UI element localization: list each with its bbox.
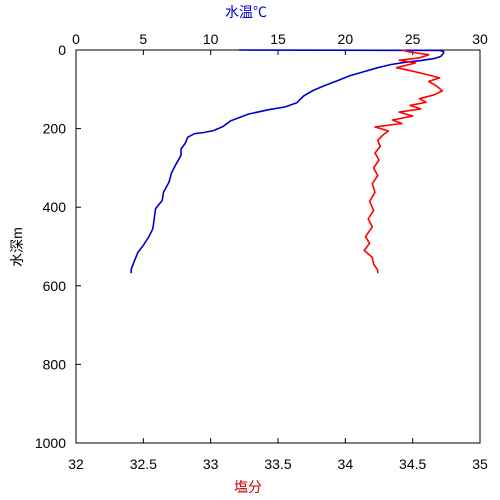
left-tick-label: 200 — [43, 121, 67, 137]
left-tick-label: 0 — [58, 42, 66, 58]
top-tick-label: 15 — [270, 31, 286, 47]
bottom-axis-title: 塩分 — [234, 479, 262, 495]
bottom-tick-label: 35 — [472, 456, 488, 472]
bottom-tick-label: 33 — [203, 456, 219, 472]
bottom-axis-ticks: 32 32.5 33 33.5 34 34.5 35 — [68, 438, 488, 472]
left-tick-label: 600 — [43, 278, 67, 294]
top-tick-label: 0 — [72, 31, 80, 47]
left-tick-label: 800 — [43, 356, 67, 372]
top-tick-label: 25 — [405, 31, 421, 47]
top-tick-label: 30 — [472, 31, 488, 47]
salinity-series-line — [363, 49, 444, 274]
left-tick-label: 1000 — [35, 435, 66, 451]
left-tick-label: 400 — [43, 199, 67, 215]
temperature-series-line — [130, 49, 445, 274]
left-axis-title: 水深m — [9, 227, 25, 267]
bottom-tick-label: 32.5 — [130, 456, 157, 472]
bottom-tick-label: 33.5 — [264, 456, 291, 472]
top-tick-label: 20 — [338, 31, 354, 47]
bottom-tick-label: 34.5 — [399, 456, 426, 472]
series-layer — [130, 49, 445, 274]
top-tick-label: 5 — [139, 31, 147, 47]
bottom-tick-label: 32 — [68, 456, 84, 472]
left-axis-ticks: 0 200 400 600 800 1000 — [35, 42, 81, 451]
top-tick-label: 10 — [203, 31, 219, 47]
top-axis-title: 水温℃ — [225, 4, 267, 20]
bottom-tick-label: 34 — [338, 456, 354, 472]
